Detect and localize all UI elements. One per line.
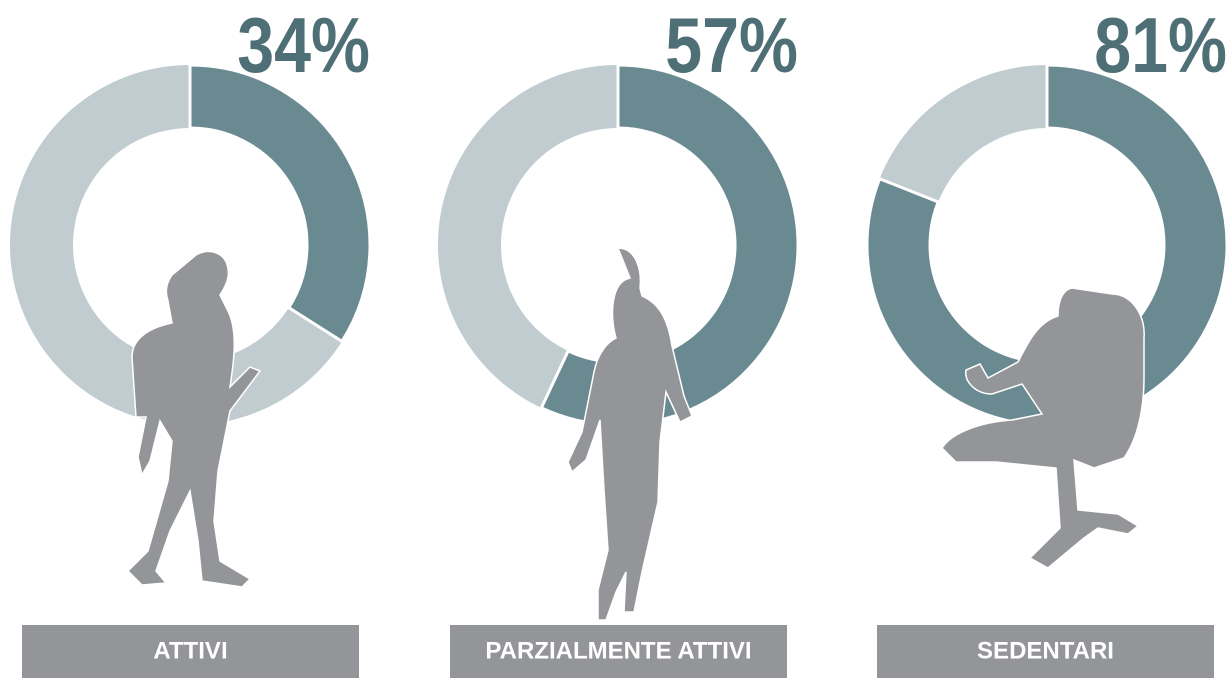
percent-label: 34% [237, 2, 370, 89]
silhouette [128, 251, 260, 587]
percent-label: 57% [665, 2, 798, 89]
infographic: 34% ATTIVI 57% PARZIALMENTE ATTIVI 81% SEDENT… [0, 0, 1228, 678]
percent-label: 81% [1094, 2, 1227, 89]
donut-chart: 57% PARZIALMENTE ATTIVI [438, 2, 798, 678]
donut-chart: 81% SEDENTARI [867, 2, 1227, 678]
category-label: SEDENTARI [977, 637, 1114, 664]
category-label: PARZIALMENTE ATTIVI [485, 637, 751, 664]
category-label: ATTIVI [153, 637, 227, 664]
donut-chart: 34% ATTIVI [10, 2, 370, 678]
silhouette [942, 288, 1144, 568]
silhouette [568, 248, 692, 620]
